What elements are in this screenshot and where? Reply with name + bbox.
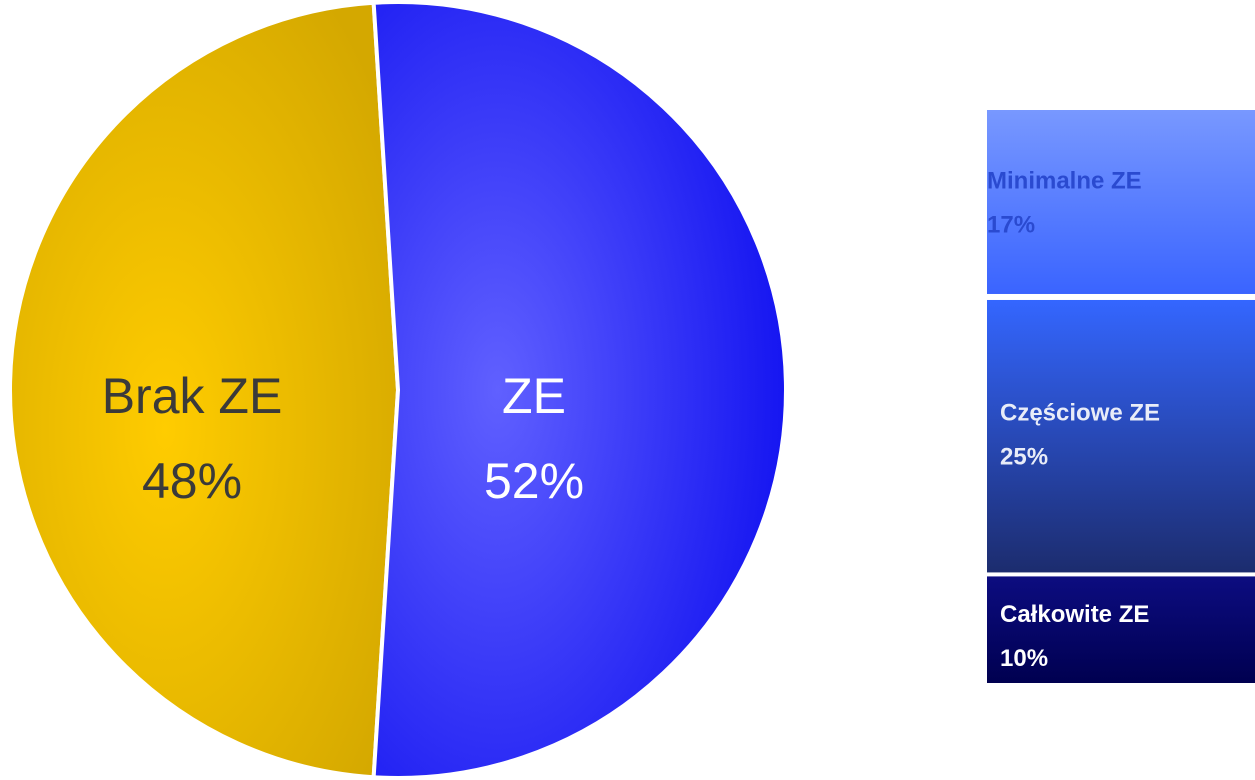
slice-label: Brak ZE: [102, 368, 283, 424]
slice-value-label: 52%: [484, 453, 584, 509]
pie-slice: [371, 0, 789, 780]
bar-segment: [987, 576, 1255, 683]
segment-value-label: 10%: [1000, 645, 1048, 672]
bar-segment: [987, 299, 1255, 573]
segment-value-label: 25%: [1000, 444, 1048, 471]
slice-label: ZE: [502, 368, 566, 424]
bar-segment: [987, 110, 1255, 294]
segment-label: Minimalne ZE: [987, 167, 1142, 194]
slice-value-label: 48%: [142, 453, 242, 509]
segment-label: Częściowe ZE: [1000, 400, 1160, 427]
segment-value-label: 17%: [987, 211, 1035, 238]
pie-slice: [8, 0, 401, 780]
bar-group: Minimalne ZE 17% Częściowe ZE 25% Całkowite …: [987, 110, 1255, 683]
segment-label: Całkowite ZE: [1000, 601, 1149, 628]
